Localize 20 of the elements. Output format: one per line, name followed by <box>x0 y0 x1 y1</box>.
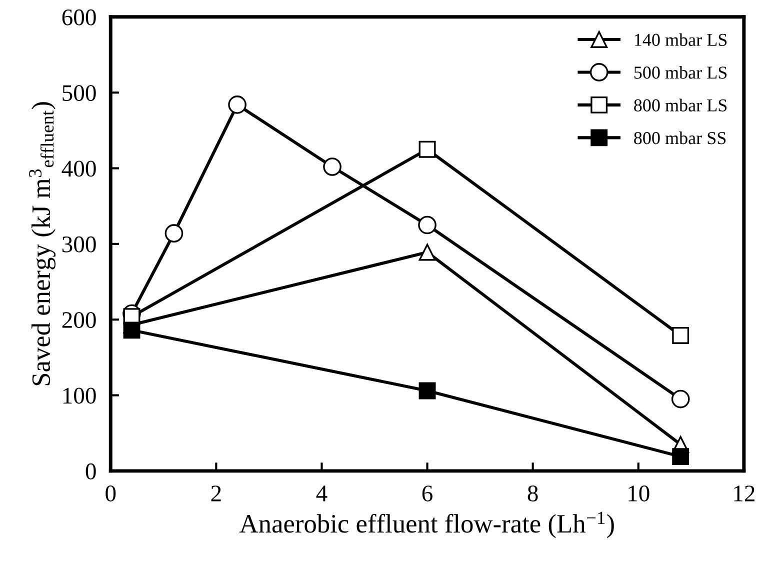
y-tick-label: 0 <box>86 463 96 480</box>
y-tick-label: 100 <box>63 388 96 404</box>
y-tick-label: 500 <box>62 85 96 102</box>
y-tick-label: 300 <box>62 236 96 252</box>
x-tick-label: 0 <box>106 486 116 502</box>
y-tick-label: 400 <box>62 160 96 177</box>
x-tick-label: 12 <box>734 486 754 502</box>
x-tick-label: 6 <box>422 486 432 502</box>
x-tick-label: 8 <box>528 486 538 502</box>
legend-label: 800 mbar LS <box>634 98 727 112</box>
x-tick-label: 2 <box>211 486 221 502</box>
x-tick-label: 10 <box>628 486 650 502</box>
x-axis-title: Anaerobic effluent flow-rate (Lh$^{−1}$) <box>240 512 614 538</box>
legend-label: 800 mbar SS <box>634 131 726 144</box>
legend-label: 500 mbar LS <box>634 66 727 79</box>
y-axis-title: Saved energy (kJ m$^{3}$$_{effluent}$) <box>29 102 56 386</box>
y-tick-label: 200 <box>62 312 96 328</box>
x-tick-label: 4 <box>316 486 328 502</box>
y-tick-label: 600 <box>62 9 96 26</box>
legend-label: 140 mbar LS <box>634 33 727 46</box>
